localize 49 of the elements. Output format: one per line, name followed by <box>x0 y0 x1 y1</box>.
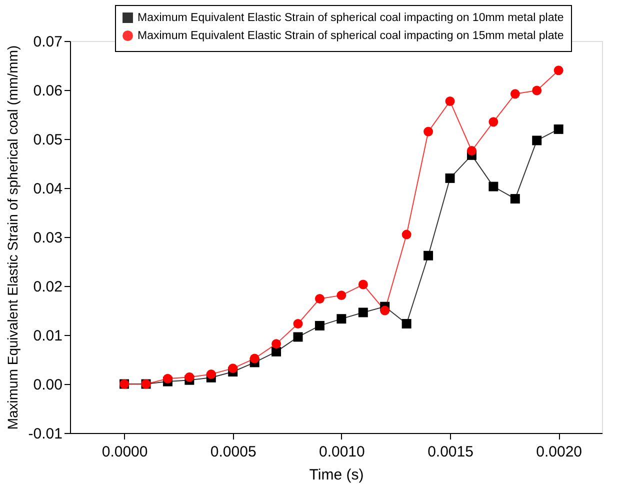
y-tick-label: 0.07 <box>33 34 62 50</box>
point <box>402 318 412 328</box>
point <box>228 364 238 374</box>
point <box>293 318 303 328</box>
point <box>424 126 434 136</box>
x-tick-label: 0.0000 <box>102 444 148 460</box>
point <box>293 332 303 342</box>
x-tick-label: 0.0005 <box>210 444 256 460</box>
point <box>184 372 194 382</box>
point <box>510 89 520 99</box>
point <box>162 374 172 384</box>
point <box>554 66 564 76</box>
point <box>314 320 324 330</box>
x-tick-label: 0.0015 <box>428 444 474 460</box>
x-tick-label: 0.0020 <box>536 444 582 460</box>
legend-label: Maximum Equivalent Elastic Strain of spherical coal impacting on 15mm metal plate <box>138 30 564 42</box>
x-axis-title: Time (s) <box>309 466 364 484</box>
point <box>358 280 368 290</box>
point <box>488 182 498 192</box>
legend-label: Maximum Equivalent Elastic Strain of spherical coal impacting on 10mm metal plate <box>138 12 564 24</box>
point <box>510 194 520 204</box>
x-tick-label: 0.0010 <box>318 444 365 460</box>
point <box>314 294 324 304</box>
point <box>336 314 346 324</box>
point <box>402 230 412 240</box>
y-tick-label: 0.03 <box>33 230 62 246</box>
y-tick-label: -0.01 <box>28 426 62 442</box>
point <box>358 308 368 318</box>
y-tick-label: 0.00 <box>33 376 62 394</box>
point <box>272 339 282 349</box>
point <box>424 250 434 260</box>
point <box>554 124 564 134</box>
point <box>488 117 498 127</box>
point <box>445 96 455 106</box>
point <box>336 290 346 300</box>
point <box>380 306 390 316</box>
y-tick-label: 0.04 <box>33 180 62 198</box>
point <box>445 173 455 183</box>
point <box>272 346 282 356</box>
point <box>532 86 542 96</box>
point <box>250 354 260 364</box>
y-tick-label: 0.02 <box>33 278 62 296</box>
point <box>532 136 542 146</box>
point <box>466 146 476 156</box>
y-axis-title: Maximum Equivalent Elastic Strain of spherical coal (mm/mm) <box>4 45 20 430</box>
y-tick-label: 0.05 <box>33 132 62 148</box>
point <box>206 369 216 379</box>
y-tick-label: 0.01 <box>33 328 62 344</box>
y-tick-label: 0.06 <box>33 82 62 100</box>
